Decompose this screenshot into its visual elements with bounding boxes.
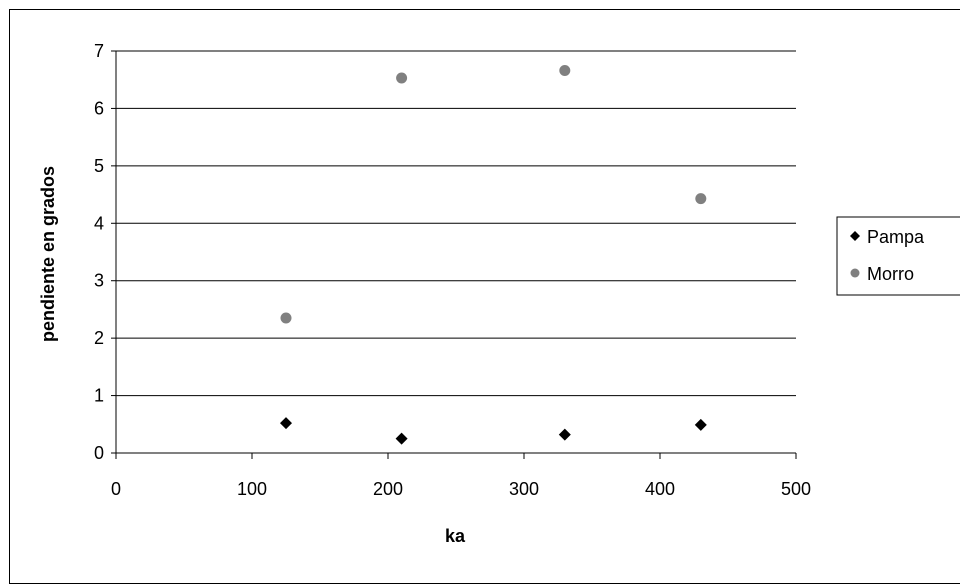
gridlines (116, 50, 796, 397)
x-tick-label-0: 0 (111, 479, 121, 499)
legend-label-morro: Morro (867, 264, 914, 284)
point-pampa-0 (280, 417, 292, 430)
y-tick-label-1: 1 (94, 386, 104, 406)
y-tick-label-3: 3 (94, 271, 104, 291)
x-axis-title: ka (445, 526, 466, 546)
x-tick-label-5: 500 (781, 479, 811, 499)
legend-label-pampa: Pampa (867, 227, 925, 247)
point-morro-2 (559, 65, 571, 77)
y-tick-label-4: 4 (94, 213, 104, 233)
point-morro-0 (280, 312, 292, 324)
data-points (280, 65, 707, 445)
axes (111, 50, 797, 459)
x-tick-label-4: 400 (645, 479, 675, 499)
legend-marker-pampa (850, 231, 860, 241)
y-axis-title: pendiente en grados (38, 166, 58, 342)
x-tick-labels: 0 100 200 300 400 500 (111, 479, 811, 499)
y-tick-label-2: 2 (94, 328, 104, 348)
point-pampa-3 (694, 418, 707, 431)
y-tick-labels: 0 1 2 3 4 5 6 7 (94, 41, 104, 463)
chart-frame (9, 9, 960, 584)
point-pampa-1 (395, 432, 408, 445)
x-tick-label-3: 300 (509, 479, 539, 499)
legend-marker-morro (850, 268, 860, 278)
y-tick-label-5: 5 (94, 156, 104, 176)
y-tick-label-0: 0 (94, 443, 104, 463)
legend: Pampa Morro (836, 216, 960, 296)
point-pampa-2 (558, 428, 571, 441)
y-tick-label-7: 7 (94, 41, 104, 61)
point-morro-3 (695, 193, 707, 205)
x-tick-label-2: 200 (373, 479, 403, 499)
point-morro-1 (396, 72, 408, 84)
x-tick-label-1: 100 (237, 479, 267, 499)
legend-box (836, 216, 960, 296)
y-tick-label-6: 6 (94, 98, 104, 118)
